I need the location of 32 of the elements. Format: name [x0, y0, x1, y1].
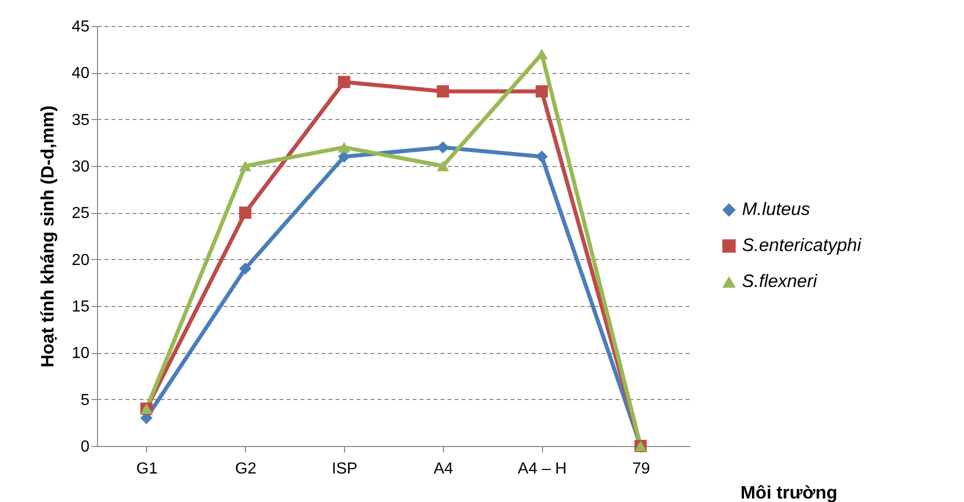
y-tick-label: 30 — [72, 158, 90, 176]
point — [536, 48, 548, 60]
point — [436, 160, 450, 172]
point — [436, 141, 450, 154]
point — [239, 160, 252, 172]
point — [239, 206, 252, 219]
point — [436, 85, 450, 98]
y-axis-title: Hoạt tính kháng sinh (D-d,mm) — [38, 106, 58, 368]
point — [536, 150, 548, 163]
y-tick-label: 35 — [72, 112, 90, 129]
point — [338, 76, 350, 88]
point — [338, 142, 350, 153]
x-axis-title: Môi trường — [740, 482, 838, 502]
y-tick-label: 25 — [72, 205, 90, 222]
x-tick-label: ISP — [332, 460, 358, 478]
legend-label: M.luteus — [742, 199, 810, 219]
y-tick-label: 40 — [72, 65, 90, 82]
x-tick-label: A4 — [434, 460, 454, 478]
x-tick-label: A4 – H — [518, 460, 567, 478]
y-tick-label: 20 — [72, 252, 90, 269]
y-tick-label: 10 — [72, 345, 90, 362]
x-tick-label: G1 — [136, 460, 158, 478]
y-tick-label: 45 — [72, 18, 90, 36]
y-tick-label: 15 — [72, 298, 90, 316]
point — [239, 262, 252, 275]
x-tick-label: 79 — [632, 460, 650, 478]
point — [536, 85, 548, 98]
legend-label: S.entericatyphi — [742, 235, 862, 255]
y-tick-label: 5 — [80, 392, 90, 409]
x-tick-label: G2 — [235, 460, 257, 478]
y-tick-label: 0 — [80, 438, 90, 456]
legend-label: S.flexneri — [742, 271, 818, 291]
